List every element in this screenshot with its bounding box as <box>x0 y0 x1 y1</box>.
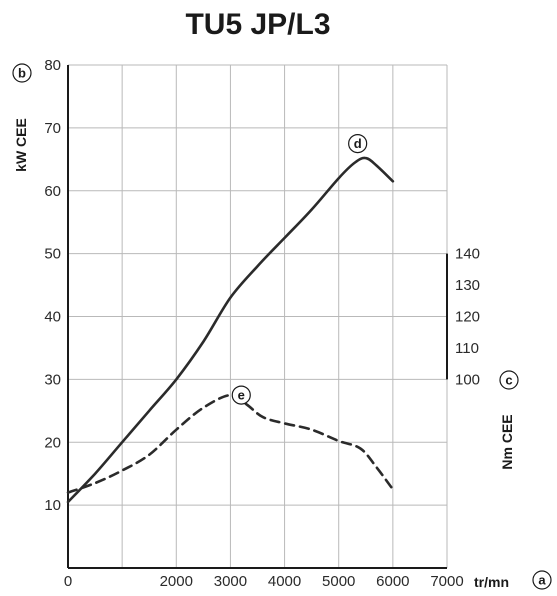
y-left-tick-labels: 10 20 30 40 50 60 70 80 <box>44 57 61 514</box>
marker-d-circle <box>348 133 368 154</box>
x-axis-label: tr/mn <box>474 574 509 590</box>
chart-title: TU5 JP/L3 <box>185 8 330 41</box>
axes <box>67 65 448 569</box>
x-tick-label: 5000 <box>322 573 355 590</box>
x-tick-label: 7000 <box>430 573 463 590</box>
x-tick-label: 0 <box>64 573 72 590</box>
y-right-axis-label: Nm CEE <box>499 414 515 469</box>
y-right-tick-label: 110 <box>455 340 479 357</box>
y-right-tick-label: 100 <box>455 371 480 388</box>
y-left-axis-label: kW CEE <box>13 118 29 172</box>
marker-a-label: a <box>538 573 546 588</box>
marker-b-label: b <box>18 66 26 81</box>
marker-c-label: c <box>505 373 512 388</box>
y-right-tick-labels: 100 110 120 130 140 <box>455 246 480 389</box>
series-line-d <box>66 156 395 504</box>
series-line-e <box>66 393 395 494</box>
marker-c-circle <box>499 370 519 390</box>
x-tick-labels: 0 2000 3000 4000 5000 6000 7000 <box>64 573 464 590</box>
y-left-tick-label: 30 <box>44 371 61 388</box>
grid <box>68 64 448 568</box>
x-tick-label: 4000 <box>268 573 301 590</box>
y-left-tick-label: 50 <box>44 246 61 263</box>
x-tick-label: 3000 <box>214 573 247 590</box>
y-right-tick-label: 130 <box>455 277 480 294</box>
y-left-tick-label: 60 <box>44 183 61 200</box>
y-right-tick-label: 140 <box>455 246 480 263</box>
y-left-tick-label: 70 <box>44 120 61 137</box>
marker-a-circle <box>532 570 552 590</box>
marker-d-label: d <box>354 136 362 151</box>
y-left-tick-label: 80 <box>44 57 61 74</box>
y-left-tick-label: 40 <box>44 309 61 326</box>
marker-b-circle <box>12 63 32 83</box>
y-right-tick-label: 120 <box>455 309 480 326</box>
series-lines <box>66 156 395 504</box>
x-tick-label: 6000 <box>376 573 409 590</box>
y-left-tick-label: 10 <box>44 497 61 514</box>
marker-e-circle <box>231 385 251 405</box>
marker-labels: b c a d e <box>12 63 552 590</box>
x-tick-label: 2000 <box>160 573 193 590</box>
marker-e-label: e <box>238 388 245 403</box>
y-left-tick-label: 20 <box>44 434 61 451</box>
